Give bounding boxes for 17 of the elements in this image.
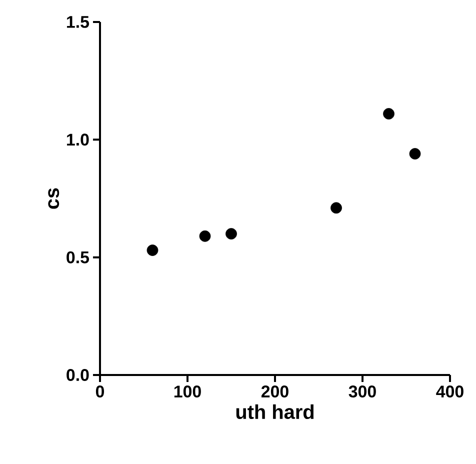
point	[199, 230, 211, 242]
point	[226, 228, 237, 240]
y-axis-title: cs	[48, 188, 60, 209]
x-axis-title: uth hard	[236, 404, 314, 420]
y-tick-label: 1.0	[67, 134, 89, 146]
x-tick-label: 400	[436, 386, 464, 398]
x-tick-label: 100	[174, 386, 201, 398]
x-tick-label: 200	[261, 386, 288, 398]
point	[409, 148, 421, 160]
x-tick-label: 300	[348, 386, 376, 398]
y-tick-label: 0.0	[66, 369, 89, 381]
x-tick-label: 0	[96, 386, 104, 398]
point	[383, 108, 394, 120]
point	[330, 202, 342, 214]
point	[146, 244, 158, 256]
y-tick-label: 0.5	[66, 251, 90, 264]
y-tick-label: 1.5	[67, 16, 90, 28]
